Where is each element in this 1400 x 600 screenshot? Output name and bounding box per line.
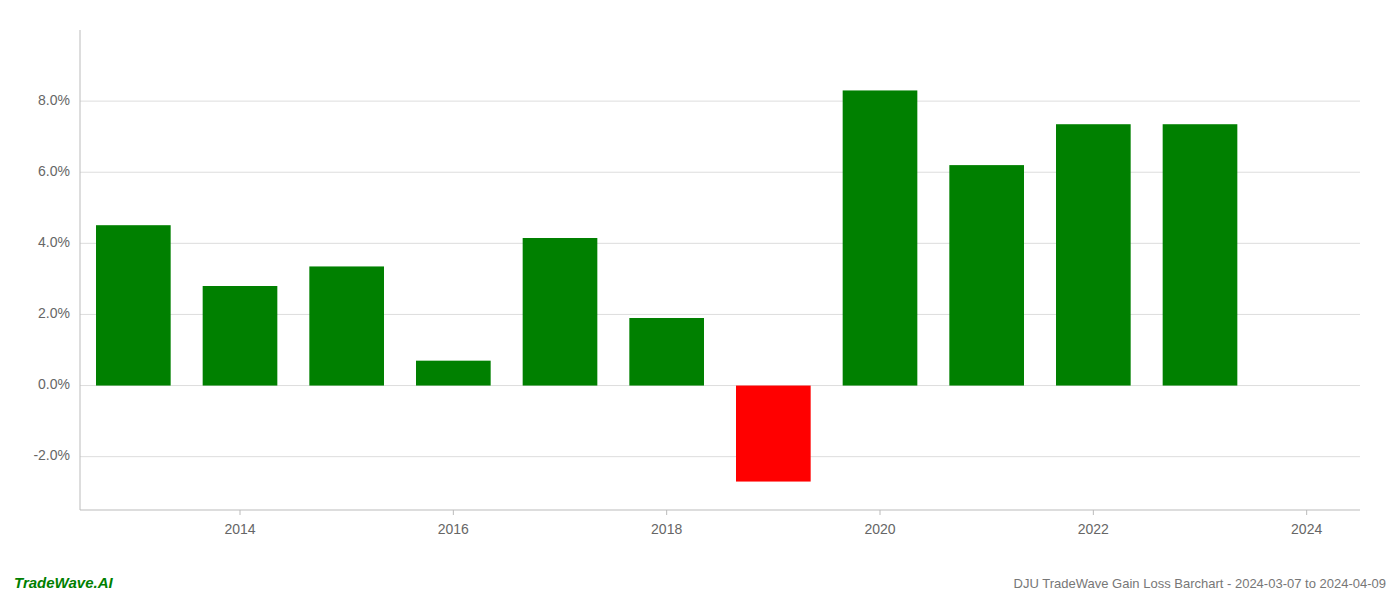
bar (203, 286, 278, 386)
y-tick-label: 0.0% (38, 376, 70, 392)
bar (1056, 124, 1131, 385)
chart-container: -2.0% 0.0% 2.0% 4.0% 6.0% 8.0% 2014 2016 2018 202… (0, 0, 1400, 600)
x-tick-label: 2024 (1291, 521, 1322, 537)
footer: TradeWave.AI DJU TradeWave Gain Loss Barc… (14, 574, 1386, 591)
grid-line (80, 456, 1360, 457)
bar (629, 318, 704, 386)
x-tick (240, 510, 241, 515)
x-tick (1306, 510, 1307, 515)
y-axis-line (80, 30, 81, 510)
x-tick-label: 2020 (864, 521, 895, 537)
x-axis-line (80, 510, 1360, 511)
x-axis: 2014 2016 2018 2020 2022 2024 (80, 510, 1360, 537)
y-tick-label: -2.0% (33, 447, 70, 463)
bar (949, 165, 1024, 385)
x-tick (453, 510, 454, 515)
x-tick (666, 510, 667, 515)
bar (843, 90, 918, 385)
y-tick-label: 8.0% (38, 92, 70, 108)
y-tick-label: 4.0% (38, 234, 70, 250)
x-tick-label: 2022 (1078, 521, 1109, 537)
y-tick-label: 6.0% (38, 163, 70, 179)
watermark: TradeWave.AI (14, 574, 113, 591)
bar (96, 225, 171, 385)
bars (96, 90, 1237, 481)
bar (309, 266, 384, 385)
chart: -2.0% 0.0% 2.0% 4.0% 6.0% 8.0% 2014 2016 2018 202… (0, 0, 1400, 600)
y-axis: -2.0% 0.0% 2.0% 4.0% 6.0% 8.0% (33, 30, 1360, 510)
bar (736, 386, 811, 482)
x-tick (880, 510, 881, 515)
x-tick (1093, 510, 1094, 515)
x-tick-label: 2016 (438, 521, 469, 537)
grid-line (80, 101, 1360, 102)
y-tick-label: 2.0% (38, 305, 70, 321)
x-tick-label: 2014 (224, 521, 255, 537)
bar (523, 238, 598, 386)
x-tick-label: 2018 (651, 521, 682, 537)
bar (1163, 124, 1238, 385)
bar (416, 361, 491, 386)
title: DJU TradeWave Gain Loss Barchart - 2024-… (1014, 576, 1386, 591)
